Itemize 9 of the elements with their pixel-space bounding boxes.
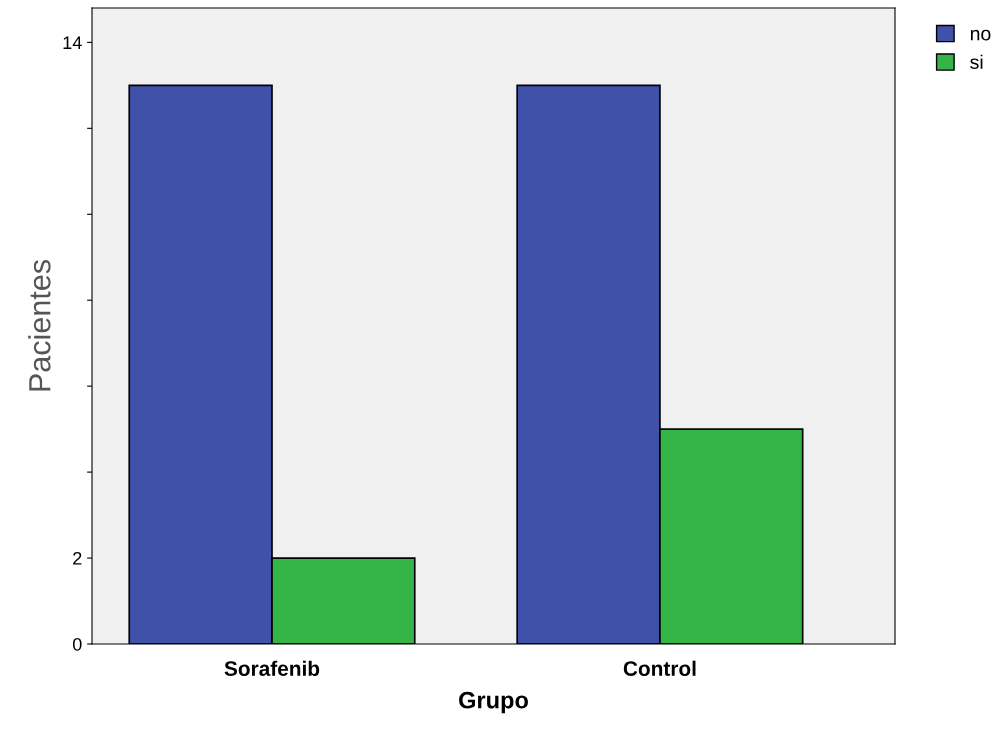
legend-label: no — [970, 29, 991, 41]
x-tick-label: Sorafenib — [224, 660, 320, 676]
legend-label: si — [970, 54, 983, 69]
x-tick-label: Control — [623, 660, 696, 676]
y-tick-label: 14 — [63, 36, 82, 49]
y-tick-label: 2 — [73, 551, 82, 565]
y-axis-title: Pacientes — [28, 260, 51, 391]
x-axis-title: Grupo — [459, 691, 528, 714]
y-tick-label: 0 — [72, 637, 82, 651]
